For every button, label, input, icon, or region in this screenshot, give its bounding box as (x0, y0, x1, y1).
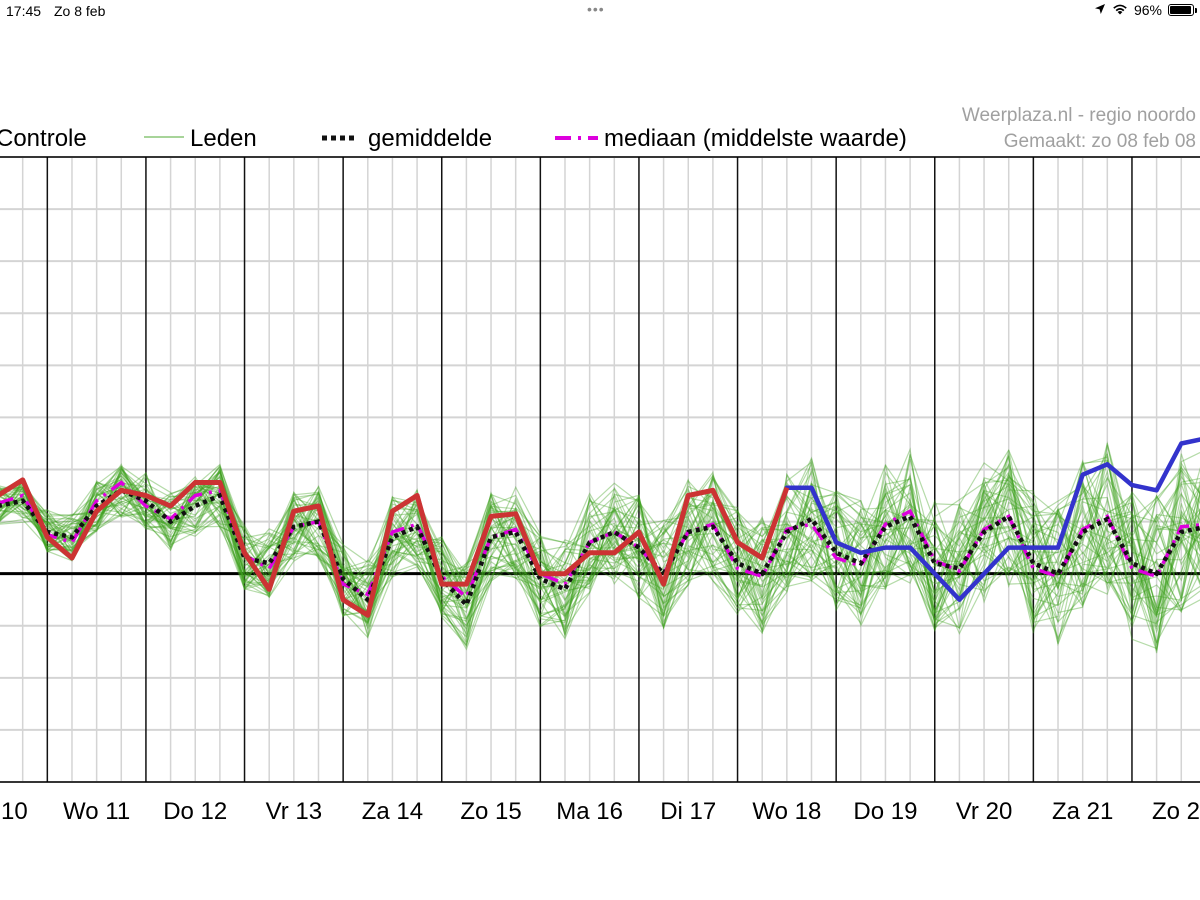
leden-member-line (0, 478, 1200, 640)
leden-member-line (0, 451, 1200, 628)
leden-member-line (0, 458, 1200, 625)
legend-label-gemiddelde: gemiddelde (368, 125, 492, 152)
leden-member-line (0, 453, 1200, 626)
x-tick-label: Do 19 (853, 798, 917, 825)
battery-percentage: 96% (1133, 2, 1162, 18)
leden-member-line (0, 461, 1200, 652)
leden-member-line (0, 456, 1200, 634)
leden-member-line (0, 471, 1200, 637)
leden-member-line (0, 470, 1200, 639)
x-tick-label: Ma 16 (556, 798, 623, 825)
x-tick-label: Di 17 (660, 798, 716, 825)
battery-icon (1168, 4, 1197, 16)
leden-member-line (0, 463, 1200, 638)
x-tick-labels: 10 Wo 11 Do 12 Vr 13 Za 14 Zo 15 Ma 16 Di 17 Wo … (1, 798, 1200, 825)
x-tick-label: 10 (1, 798, 28, 825)
leden-member-line (0, 458, 1200, 617)
x-tick-label: Za 21 (1052, 798, 1113, 825)
status-right: 96% (1094, 2, 1197, 18)
multitasking-dots-icon[interactable]: ••• (587, 1, 605, 17)
leden-member-line (0, 465, 1200, 643)
x-tick-label: Zo 2 (1152, 798, 1200, 825)
location-icon (1094, 2, 1106, 18)
credit-line-2: Gemaakt: zo 08 feb 08 (1004, 131, 1196, 152)
leden-member-line (0, 441, 1200, 631)
horizontal-gridlines (0, 156, 1200, 783)
summary-series (0, 437, 1200, 618)
leden-member-line (0, 448, 1200, 638)
leden-member-line (0, 464, 1200, 647)
legend-label-leden: Leden (190, 125, 257, 152)
status-date: Zo 8 feb (54, 3, 106, 19)
wifi-icon (1112, 2, 1128, 18)
leden-member-line (0, 466, 1200, 626)
credit-line-1: Weerplaza.nl - regio noordo (962, 105, 1196, 126)
battery-level (1170, 6, 1192, 14)
x-tick-label: Vr 20 (956, 798, 1012, 825)
legend: Controle Leden gemiddelde mediaan (midde… (0, 125, 907, 152)
leden-member-line (0, 452, 1200, 633)
leden-member-line (0, 472, 1200, 651)
day-gridlines (46, 157, 1133, 782)
x-tick-label: Wo 18 (752, 798, 821, 825)
x-tick-label: Za 14 (362, 798, 423, 825)
leden-member-line (0, 464, 1200, 616)
leden-member-line (0, 456, 1200, 619)
leden-member-line (0, 461, 1200, 654)
leden-member-line (0, 471, 1200, 628)
status-time: 17:45 (6, 3, 42, 19)
leden-member-line (0, 462, 1200, 624)
leden-member-line (0, 452, 1200, 613)
series-controle (0, 477, 790, 618)
leden-member-line (0, 479, 1200, 644)
series-mediaan (0, 480, 1200, 600)
x-tick-label: Wo 11 (63, 798, 130, 825)
status-bar: 17:45 Zo 8 feb ••• 96% (0, 0, 1200, 24)
x-tick-label: Zo 15 (460, 798, 521, 825)
legend-label-mediaan: mediaan (middelste waarde) (604, 125, 907, 152)
x-tick-label: Vr 13 (266, 798, 322, 825)
leden-member-line (0, 475, 1200, 619)
series-gemiddelde (0, 487, 1200, 610)
legend-label-controle: Controle (0, 125, 87, 152)
leden-member-line (0, 466, 1200, 646)
leden-member-line (0, 459, 1200, 645)
leden-member-line (0, 466, 1200, 618)
leden-member-line (0, 475, 1200, 640)
x-tick-label: Do 12 (163, 798, 227, 825)
